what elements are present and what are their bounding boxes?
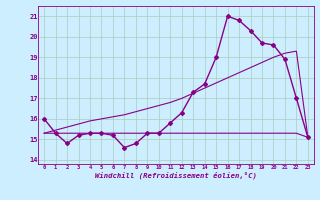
X-axis label: Windchill (Refroidissement éolien,°C): Windchill (Refroidissement éolien,°C)	[95, 171, 257, 179]
